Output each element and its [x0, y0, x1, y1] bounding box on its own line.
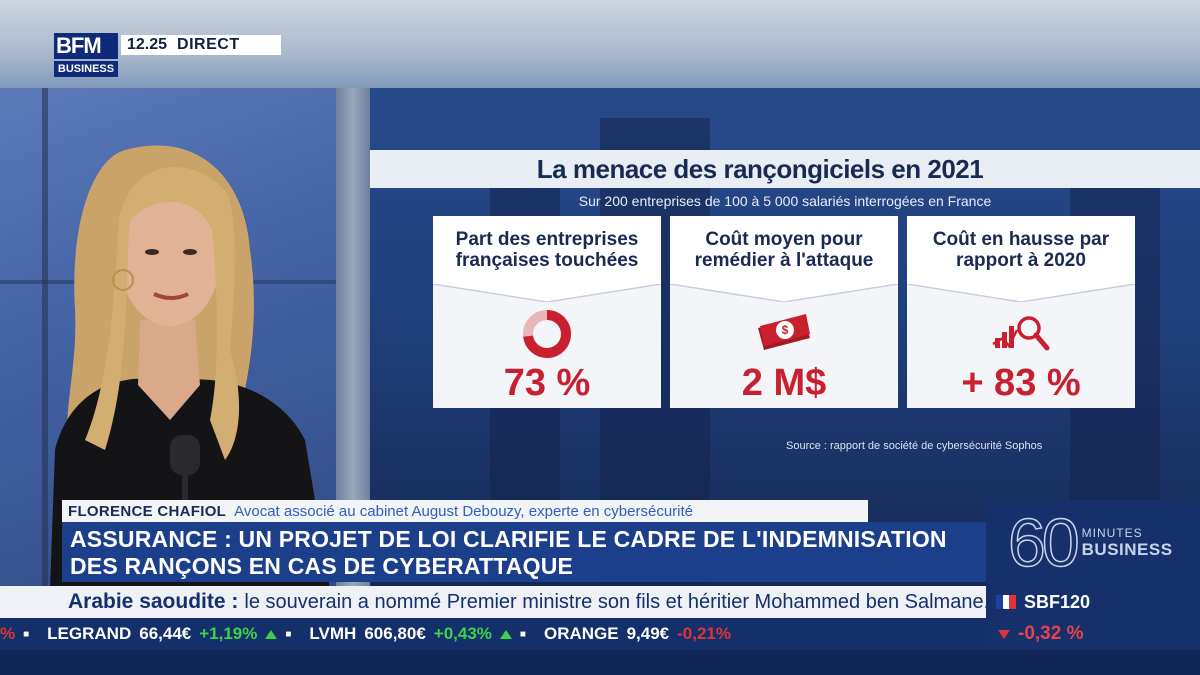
stat-value-increase: + 83 % [961, 362, 1081, 404]
stock-change: -0,21% [677, 624, 732, 643]
stock-price: 66,44€ [139, 624, 192, 643]
headline-banner: ASSURANCE : UN PROJET DE LOI CLARIFIE LE… [62, 522, 986, 582]
live-label: DIRECT [177, 36, 240, 53]
logo-bfm-text: BFM [54, 33, 118, 59]
bfm-business-logo: BFM BUSINESS [54, 33, 118, 77]
infographic-source: Source : rapport de société de cybersécu… [786, 440, 1043, 452]
french-flag-icon [996, 595, 1017, 609]
logo-business-text: BUSINESS [54, 61, 118, 77]
card-divider [907, 284, 1135, 302]
index-name: SBF120 [1024, 591, 1091, 612]
stock-change: % [0, 624, 16, 643]
window-frame [42, 88, 48, 588]
news-ticker-topic: Arabie saoudite : [68, 590, 239, 613]
show-logo-business: BUSINESS [1081, 540, 1173, 559]
infographic-title-bar: La menace des rançongiciels en 2021 [370, 150, 1200, 188]
stock-item: % ■ [0, 624, 47, 644]
stock-price: 606,80€ [364, 624, 426, 643]
broadcast-time: 12.25 [127, 36, 168, 53]
stock-name: LEGRAND [47, 624, 132, 643]
stat-card-average-cost: Coût moyen pour remédier à l'attaque $ [670, 216, 898, 408]
time-live-badge: 12.25 DIRECT [121, 35, 281, 55]
card-header: Coût en hausse par rapport à 2020 [907, 216, 1135, 284]
index-name-box: SBF120 [986, 586, 1200, 618]
show-logo: 60 MINUTES BUSINESS [986, 500, 1200, 586]
stat-card-cost-increase: Coût en hausse par rapport à 2020 [907, 216, 1135, 408]
index-change: -0,32 % [1018, 623, 1084, 644]
card-header: Coût moyen pour remédier à l'attaque [670, 216, 898, 284]
stock-item: ORANGE 9,49€ -0,21% [544, 624, 749, 644]
dollar-bill-icon: $ [758, 314, 810, 350]
card-divider [670, 284, 898, 302]
guest-name: FLORENCE CHAFIOL [68, 502, 227, 520]
show-logo-number: 60 [1007, 505, 1080, 581]
show-logo-words: MINUTES BUSINESS [1082, 526, 1173, 560]
ticker-separator-icon: ■ [23, 628, 30, 640]
stock-name: LVMH [309, 624, 357, 643]
stock-ticker: % ■ LEGRAND 66,44€ +1,19% ■ LVMH 606,80€… [0, 618, 986, 650]
up-arrow-icon [265, 629, 278, 639]
stock-change: +1,19% [199, 624, 258, 643]
stat-card-affected-companies: Part des entreprises françaises touchées [433, 216, 661, 408]
bottom-strip [0, 650, 1200, 675]
card-header-label: Coût moyen pour remédier à l'attaque [694, 229, 874, 271]
chart-magnifier-icon [992, 316, 1050, 351]
stock-name: ORANGE [543, 624, 619, 643]
stock-change: +0,43% [433, 624, 492, 643]
stock-price: 9,49€ [626, 624, 670, 643]
donut-chart-icon [523, 310, 571, 358]
infographic-title: La menace des rançongiciels en 2021 [536, 153, 984, 184]
ticker-separator-icon: ■ [285, 628, 292, 640]
news-ticker: Arabie saoudite : le souverain a nommé P… [0, 586, 986, 618]
show-logo-minutes: MINUTES [1081, 526, 1143, 540]
guest-role: Avocat associé au cabinet August Debouzy… [234, 502, 694, 520]
stock-item: LVMH 606,80€ +0,43% ■ [309, 624, 544, 644]
down-arrow-icon [998, 629, 1010, 639]
svg-text:$: $ [782, 323, 789, 337]
up-arrow-icon [499, 629, 512, 639]
card-header-label: Part des entreprises françaises touchées [455, 229, 639, 271]
guest-name-bar: FLORENCE CHAFIOL Avocat associé au cabin… [62, 500, 868, 522]
stock-item: LEGRAND 66,44€ +1,19% ■ [47, 624, 309, 644]
card-header-label: Coût en hausse par rapport à 2020 [932, 229, 1110, 271]
card-header: Part des entreprises françaises touchées [433, 216, 661, 284]
news-ticker-text: le souverain a nommé Premier ministre so… [244, 590, 986, 613]
ticker-separator-icon: ■ [519, 628, 526, 640]
index-value-box: -0,32 % [986, 618, 1200, 650]
headline-text: ASSURANCE : UN PROJET DE LOI CLARIFIE LE… [70, 526, 947, 579]
card-divider [433, 284, 661, 302]
infographic-subtitle: Sur 200 entreprises de 100 à 5 000 salar… [578, 193, 992, 209]
stat-value-cost: 2 M$ [741, 362, 827, 404]
stat-value-affected: 73 % [503, 362, 591, 404]
